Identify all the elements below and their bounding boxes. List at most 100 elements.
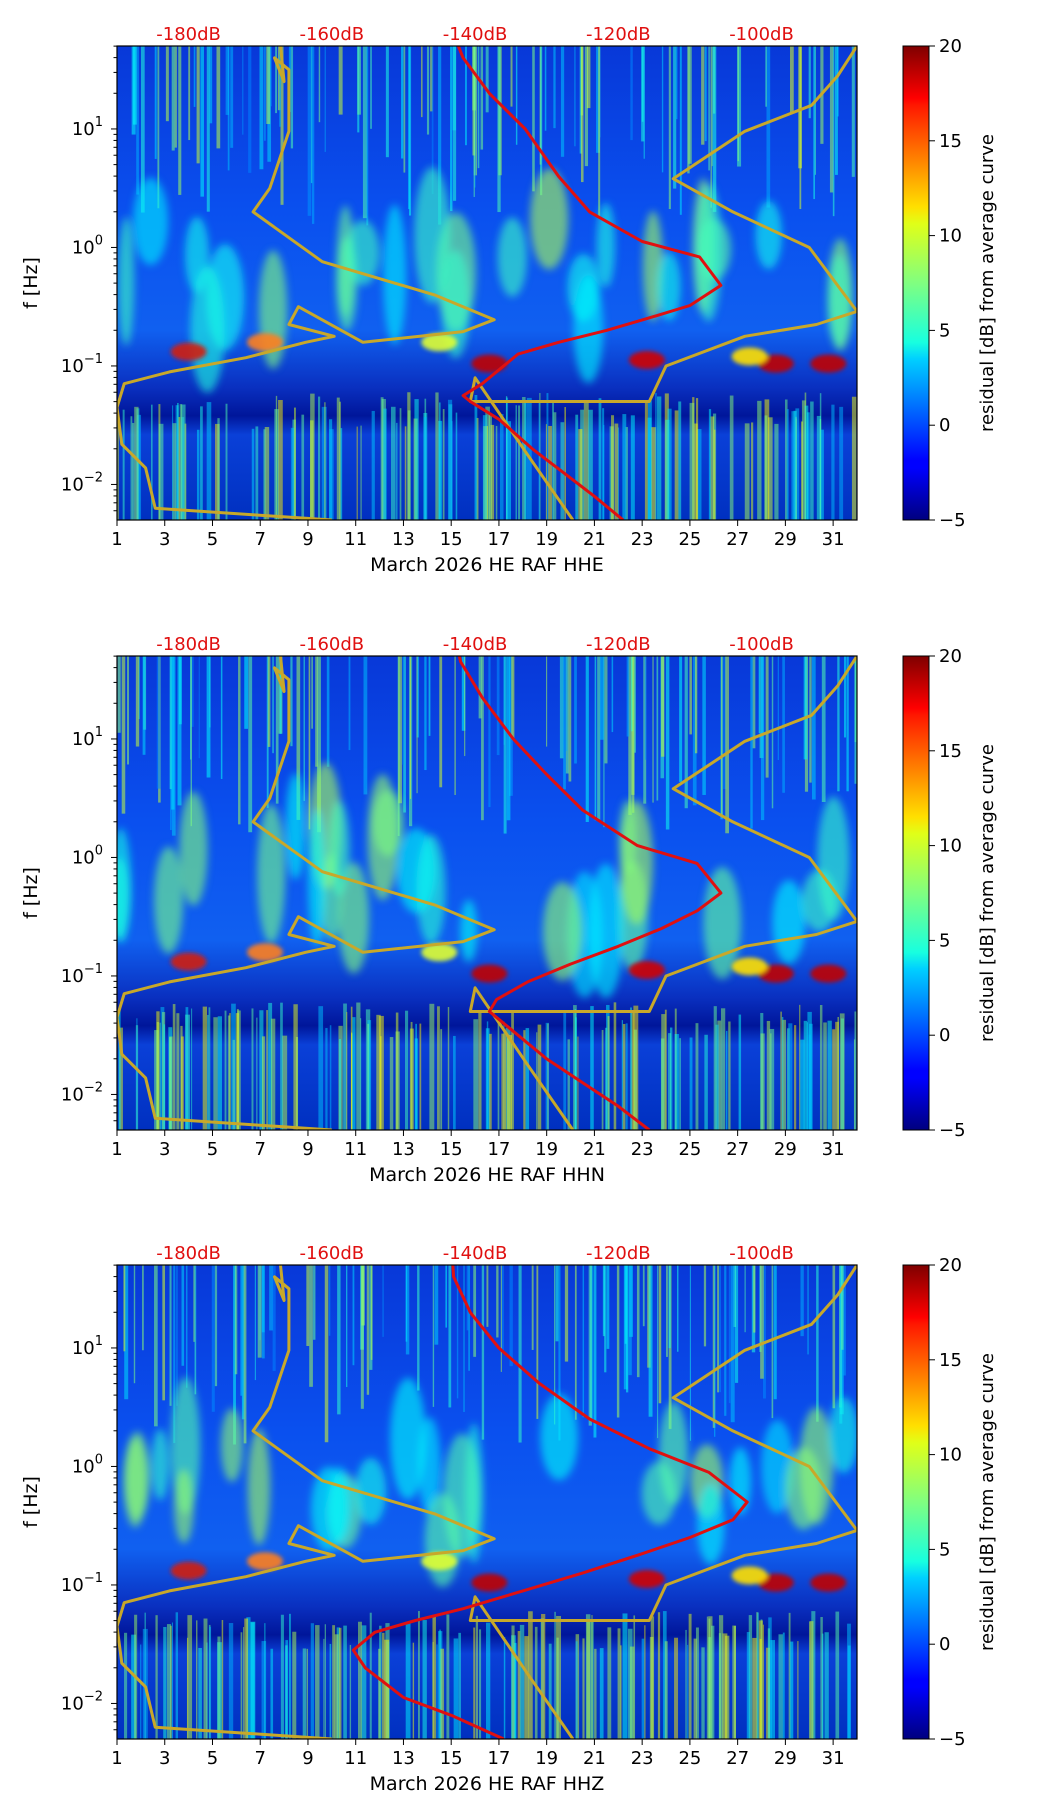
- colorbar-tick-label: 5: [939, 930, 950, 951]
- colorbar-tick-label: −5: [939, 510, 966, 531]
- noise-model-nlnm: [117, 46, 496, 520]
- x-tick-label: 15: [440, 1748, 463, 1769]
- x-axis-label: March 2026 HE RAF HHE: [370, 554, 604, 576]
- x-tick-label: 31: [822, 1139, 845, 1160]
- x-tick-label: 9: [302, 1139, 313, 1160]
- x-tick-label: 13: [392, 1139, 415, 1160]
- colorbar-tick-label: 15: [939, 131, 962, 152]
- y-tick-label: 10−2: [61, 1080, 103, 1105]
- x-tick-label: 31: [822, 529, 845, 550]
- colorbar-tick-label: 15: [939, 1350, 962, 1371]
- x-tick-label: 3: [159, 529, 170, 550]
- y-axis-label: f [Hz]: [20, 257, 42, 309]
- colorbar-tick-label: 10: [939, 226, 962, 247]
- spectrogram: [117, 1265, 857, 1739]
- x-tick-label: 1: [111, 529, 122, 550]
- x-tick-label: 9: [302, 1748, 313, 1769]
- y-axis-label: f [Hz]: [20, 867, 42, 919]
- colorbar-label: residual [dB] from average curve: [977, 1353, 998, 1651]
- y-tick-label: 10−2: [61, 470, 103, 495]
- y-tick-label: 10−1: [61, 1571, 103, 1596]
- x-tick-label: 25: [678, 529, 701, 550]
- x-tick-label: 29: [774, 1748, 797, 1769]
- y-tick-label: 101: [72, 1334, 103, 1359]
- colorbar-tick-label: 0: [939, 1025, 950, 1046]
- x-axis-label: March 2026 HE RAF HHZ: [370, 1773, 605, 1795]
- x-tick-label: 29: [774, 1139, 797, 1160]
- x-tick-label: 27: [726, 529, 749, 550]
- colorbar-gradient: [903, 46, 929, 520]
- db-scale-label: -160dB: [300, 1243, 365, 1264]
- x-tick-label: 17: [487, 1139, 510, 1160]
- colorbar: −5 0 5 10 15 20 residual [dB] from average cur…: [902, 36, 998, 531]
- x-tick-label: 19: [535, 529, 558, 550]
- spectrogram-texture: [123, 1265, 851, 1739]
- colorbar-tick-label: 10: [939, 836, 962, 857]
- db-scale-label: -120dB: [586, 634, 651, 655]
- x-tick-label: 27: [726, 1748, 749, 1769]
- db-scale-label: -120dB: [586, 1243, 651, 1264]
- y-tick-label: 100: [72, 843, 103, 868]
- x-tick-label: 5: [207, 529, 218, 550]
- spectrogram-texture: [117, 656, 857, 1130]
- x-tick-label: 11: [344, 1139, 367, 1160]
- y-tick-label: 100: [72, 233, 103, 258]
- x-tick-label: 1: [111, 1139, 122, 1160]
- x-axis-label: March 2026 HE RAF HHN: [369, 1164, 605, 1186]
- x-tick-label: 1: [111, 1748, 122, 1769]
- x-tick-label: 19: [535, 1139, 558, 1160]
- y-tick-label: 101: [72, 725, 103, 750]
- x-tick-label: 7: [254, 1139, 265, 1160]
- x-tick-label: 19: [535, 1748, 558, 1769]
- db-scale-label: -180dB: [156, 634, 221, 655]
- db-scale-label: -100dB: [729, 1243, 794, 1264]
- noise-model-nhnm: [468, 656, 857, 1130]
- colorbar-tick-label: 0: [939, 415, 950, 436]
- colorbar-tick-label: −5: [939, 1120, 966, 1141]
- colorbar-tick-label: 20: [939, 1255, 962, 1276]
- x-tick-label: 29: [774, 529, 797, 550]
- y-axis-label: f [Hz]: [20, 1476, 42, 1528]
- y-tick-label: 10−1: [61, 962, 103, 987]
- colorbar-tick-label: 5: [939, 1539, 950, 1560]
- x-tick-label: 31: [822, 1748, 845, 1769]
- x-tick-label: 23: [631, 1139, 654, 1160]
- x-tick-label: 7: [254, 529, 265, 550]
- x-tick-label: 21: [583, 529, 606, 550]
- x-tick-label: 17: [487, 529, 510, 550]
- colorbar-label: residual [dB] from average curve: [977, 134, 998, 432]
- colorbar: −5 0 5 10 15 20 residual [dB] from average cur…: [902, 646, 998, 1141]
- x-tick-label: 25: [678, 1748, 701, 1769]
- x-tick-label: 13: [392, 1748, 415, 1769]
- y-tick-label: 10−2: [61, 1689, 103, 1714]
- x-tick-label: 3: [159, 1139, 170, 1160]
- colorbar-tick-label: −5: [939, 1729, 966, 1750]
- spectrogram: [117, 656, 857, 1130]
- db-scale-label: -180dB: [156, 24, 221, 45]
- colorbar-frame: [902, 655, 930, 1131]
- colorbar-tick-label: 20: [939, 646, 962, 667]
- colorbar-frame: [902, 45, 930, 521]
- x-tick-label: 11: [344, 1748, 367, 1769]
- x-tick-label: 9: [302, 529, 313, 550]
- noise-model-nlnm: [117, 1265, 496, 1739]
- median-psd-curve: [456, 46, 723, 520]
- y-tick-label: 100: [72, 1452, 103, 1477]
- colorbar-gradient: [903, 1265, 929, 1739]
- y-tick-label: 10−1: [61, 352, 103, 377]
- db-scale-label: -100dB: [729, 634, 794, 655]
- colorbar-tick-label: 10: [939, 1445, 962, 1466]
- colorbar-label: residual [dB] from average curve: [977, 744, 998, 1042]
- colorbar-tick-label: 5: [939, 320, 950, 341]
- colorbar-tick-label: 0: [939, 1634, 950, 1655]
- y-tick-label: 101: [72, 115, 103, 140]
- x-tick-label: 7: [254, 1748, 265, 1769]
- median-psd-curve: [457, 656, 723, 1130]
- x-tick-label: 25: [678, 1139, 701, 1160]
- db-scale-label: -160dB: [300, 634, 365, 655]
- x-tick-label: 3: [159, 1748, 170, 1769]
- noise-model-nhnm: [468, 1265, 857, 1739]
- colorbar-tick-label: 15: [939, 741, 962, 762]
- db-scale-label: -140dB: [443, 24, 508, 45]
